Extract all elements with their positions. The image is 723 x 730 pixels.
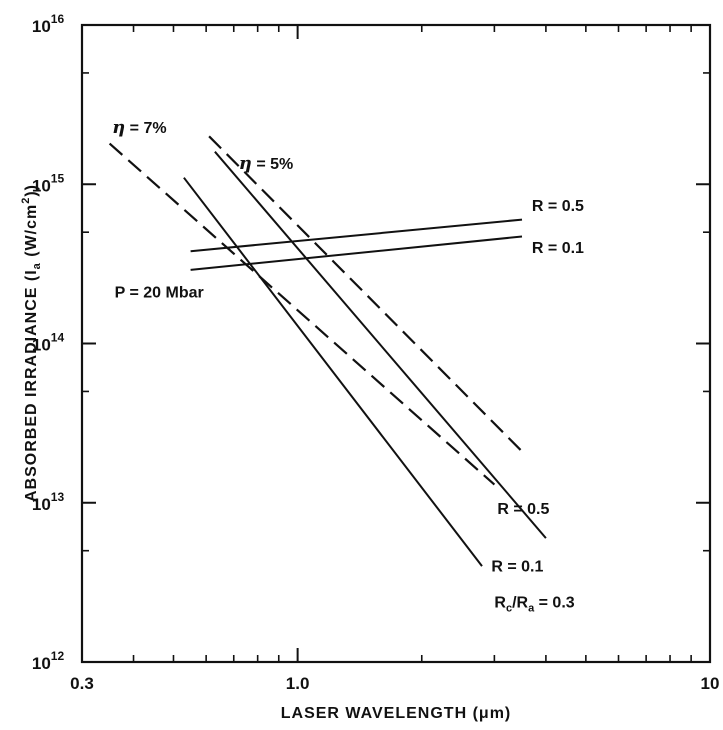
series-line-5 xyxy=(190,218,523,253)
series-line-1 xyxy=(183,177,483,567)
y-tick-label: 1012 xyxy=(32,649,65,673)
y-axis-label-sup: 2 xyxy=(20,197,32,204)
y-axis-label-units: (W/cm xyxy=(23,204,40,262)
y-tick-label: 1014 xyxy=(32,331,65,355)
y-axis-label-main: ABSORBED IRRADIANCE (I xyxy=(23,269,40,502)
y-axis-label-sub: a xyxy=(31,262,43,269)
annotation-eta-7: η = 7% xyxy=(112,117,166,138)
annotation-r01-bottom: R = 0.1 xyxy=(491,559,543,576)
x-axis-label: LASER WAVELENGTH (μm) xyxy=(281,705,512,722)
annotation-p-20: P = 20 Mbar xyxy=(115,284,204,301)
annotation-rc-ra: Rc/Ra = 0.3 xyxy=(494,594,574,614)
x-tick-labels: 0.3 1.0 10 xyxy=(70,674,719,693)
x-tick-label: 0.3 xyxy=(70,674,94,693)
y-axis-label: ABSORBED IRRADIANCE (Ia (W/cm2)) xyxy=(20,184,43,502)
axis-ticks xyxy=(82,25,710,662)
annotation-r05-top: R = 0.5 xyxy=(532,198,584,215)
series-line-2 xyxy=(214,151,547,539)
x-tick-label: 1.0 xyxy=(286,674,310,693)
annotation-r01-top: R = 0.1 xyxy=(532,240,584,257)
x-tick-label: 10 xyxy=(701,674,720,693)
y-tick-label: 1015 xyxy=(32,171,65,195)
y-tick-label: 1013 xyxy=(32,490,65,514)
y-tick-labels: 1012 1013 1014 1015 1016 xyxy=(32,12,65,673)
y-axis-label-close: )) xyxy=(23,184,40,197)
annotation-r05-bottom: R = 0.5 xyxy=(497,501,549,518)
annotation-eta-5: η = 5% xyxy=(239,153,293,174)
plot-frame xyxy=(80,23,712,664)
series-line-4 xyxy=(208,135,523,453)
y-tick-label: 1016 xyxy=(32,12,65,36)
series-line-3 xyxy=(108,142,496,486)
series-lines xyxy=(108,135,547,567)
series-line-6 xyxy=(190,235,523,271)
annotations: η = 7% η = 5% R = 0.5 R = 0.1 P = 20 Mbar R =… xyxy=(112,117,584,615)
